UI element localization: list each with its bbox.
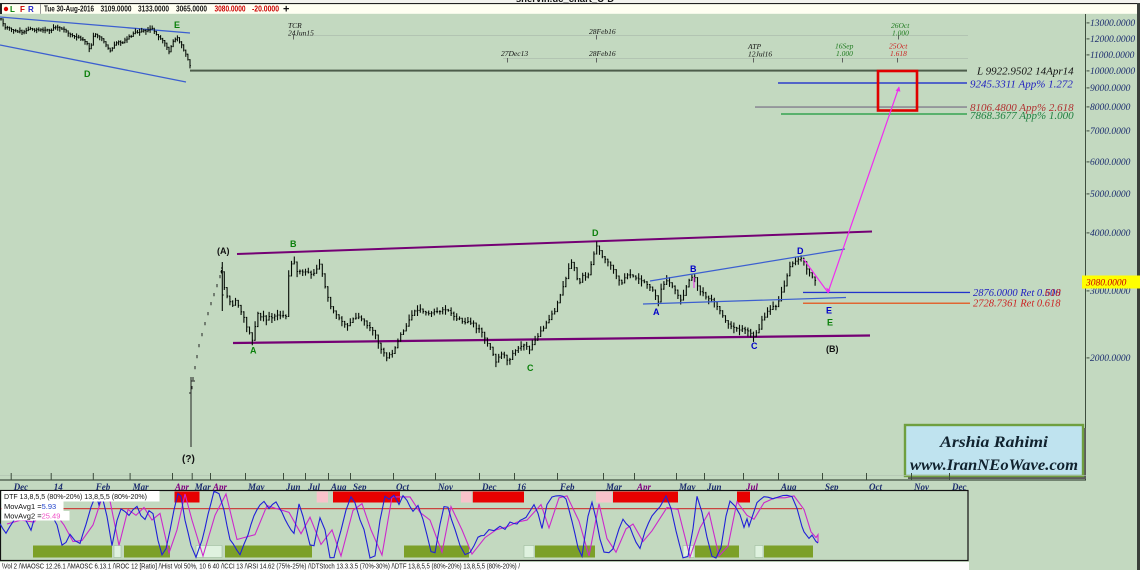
svg-text:25Oct: 25Oct	[889, 42, 908, 51]
svg-text:C: C	[751, 341, 758, 351]
svg-text:A: A	[250, 346, 257, 356]
svg-text:Mar: Mar	[605, 482, 623, 492]
svg-text:Dec: Dec	[13, 482, 29, 492]
svg-text:16: 16	[517, 482, 527, 492]
svg-text:Apr: Apr	[174, 482, 190, 492]
svg-text:3080.0000: 3080.0000	[1085, 279, 1127, 289]
svg-text:8000.0000: 8000.0000	[1090, 103, 1131, 113]
svg-text:TCR: TCR	[288, 21, 302, 30]
svg-text:Apr: Apr	[212, 482, 228, 492]
svg-text:Sep: Sep	[353, 482, 367, 492]
svg-text:L: L	[10, 5, 15, 14]
svg-text:Mar: Mar	[132, 482, 150, 492]
svg-text:13000.0000: 13000.0000	[1090, 19, 1135, 29]
svg-text:Mar: Mar	[194, 482, 212, 492]
svg-text:www.IranNEoWave.com: www.IranNEoWave.com	[910, 457, 1078, 474]
svg-text:27Dec13: 27Dec13	[501, 49, 528, 58]
svg-text:B: B	[690, 264, 697, 274]
svg-text:4000.0000: 4000.0000	[1090, 229, 1131, 239]
svg-text:shervin.uc_chart_U-D: shervin.uc_chart_U-D	[516, 0, 614, 5]
svg-text:Oct: Oct	[396, 482, 409, 492]
svg-text:MovAvg1 =5.93: MovAvg1 =5.93	[4, 502, 56, 511]
svg-text:May: May	[247, 482, 266, 492]
svg-text:F: F	[20, 5, 25, 14]
svg-text:B: B	[290, 239, 297, 249]
svg-text:Apr: Apr	[636, 482, 652, 492]
svg-text:ATP: ATP	[747, 42, 761, 51]
svg-text:-20.0000: -20.0000	[252, 5, 279, 14]
svg-text:Jun: Jun	[285, 482, 301, 492]
svg-text:Feb: Feb	[95, 482, 111, 492]
svg-text:\Vol 2 /\MAOSC 12.26.1 /\MAOSC: \Vol 2 /\MAOSC 12.26.1 /\MAOSC 6.13.1 /\…	[2, 563, 520, 570]
svg-text:L 9922.9502 14Apr14: L 9922.9502 14Apr14	[976, 66, 1074, 78]
svg-text:16Sep: 16Sep	[835, 42, 854, 51]
svg-text:9000.0000: 9000.0000	[1090, 84, 1131, 94]
svg-text:3133.0000: 3133.0000	[138, 5, 169, 14]
svg-text:Jun: Jun	[706, 482, 722, 492]
svg-text:E: E	[174, 20, 180, 30]
svg-text:5000.0000: 5000.0000	[1090, 190, 1131, 200]
svg-text:618: 618	[1045, 288, 1062, 299]
svg-text:C: C	[527, 363, 534, 373]
svg-text:Jul: Jul	[307, 482, 321, 492]
svg-text:(A): (A)	[217, 246, 230, 256]
svg-text:E: E	[827, 318, 833, 328]
svg-text:DTF 13,8,5,5 (80%-20%) 13,8,5,: DTF 13,8,5,5 (80%-20%) 13,8,5,5 (80%-20%…	[4, 492, 147, 501]
svg-text:3065.0000: 3065.0000	[176, 5, 207, 14]
svg-text:2876.0000 Ret 0.500: 2876.0000 Ret 0.500	[973, 288, 1061, 299]
svg-text:24Jun15: 24Jun15	[288, 29, 314, 38]
svg-text:Sep: Sep	[825, 482, 839, 492]
svg-text:Jul: Jul	[745, 482, 759, 492]
svg-text:12Jul16: 12Jul16	[748, 50, 772, 59]
svg-text:1.000: 1.000	[836, 49, 853, 58]
svg-text:3109.0000: 3109.0000	[101, 5, 132, 14]
svg-text:Tue 30-Aug-2016: Tue 30-Aug-2016	[44, 5, 94, 14]
svg-text:R: R	[28, 5, 34, 14]
svg-text:10000.0000: 10000.0000	[1090, 67, 1135, 77]
svg-text:+: +	[283, 4, 289, 16]
svg-text:Aug: Aug	[330, 482, 347, 492]
svg-text:D: D	[797, 246, 804, 256]
svg-text:14: 14	[54, 482, 64, 492]
svg-text:Nov: Nov	[913, 482, 930, 492]
svg-text:8106.4800 App% 2.618: 8106.4800 App% 2.618	[970, 102, 1074, 114]
svg-text:28Feb16: 28Feb16	[589, 49, 616, 58]
svg-text:11000.0000: 11000.0000	[1090, 51, 1135, 61]
svg-text:Aug: Aug	[780, 482, 797, 492]
svg-text:28Feb16: 28Feb16	[589, 27, 616, 36]
svg-text:1.618: 1.618	[890, 49, 907, 58]
svg-text:7868.3677 App% 1.000: 7868.3677 App% 1.000	[970, 110, 1074, 122]
svg-text:3080.0000: 3080.0000	[215, 5, 246, 14]
svg-text:Dec: Dec	[951, 482, 967, 492]
svg-text:Oct: Oct	[869, 482, 882, 492]
svg-text:Dec: Dec	[481, 482, 497, 492]
svg-text:9245.3311 App% 1.272: 9245.3311 App% 1.272	[970, 79, 1073, 91]
svg-text:3000.0000: 3000.0000	[1089, 287, 1131, 297]
svg-text:(?): (?)	[182, 454, 195, 465]
svg-text:D: D	[84, 69, 91, 79]
svg-text:2728.7361 Ret 0.618: 2728.7361 Ret 0.618	[973, 299, 1061, 310]
svg-text:E: E	[826, 306, 832, 316]
svg-text:May: May	[678, 482, 697, 492]
svg-text:Arshia Rahimi: Arshia Rahimi	[939, 434, 1049, 451]
svg-text:1.000: 1.000	[892, 29, 909, 38]
svg-text:Nov: Nov	[437, 482, 454, 492]
svg-text:A: A	[653, 307, 660, 317]
svg-text:D: D	[592, 228, 599, 238]
svg-text:26Oct: 26Oct	[891, 21, 910, 30]
svg-text:2000.0000: 2000.0000	[1090, 354, 1131, 364]
svg-text:6000.0000: 6000.0000	[1090, 158, 1131, 168]
svg-text:7000.0000: 7000.0000	[1090, 127, 1131, 137]
svg-text:12000.0000: 12000.0000	[1090, 35, 1135, 45]
svg-text:MovAvg2 =25.49: MovAvg2 =25.49	[4, 512, 60, 521]
svg-text:Feb: Feb	[559, 482, 575, 492]
svg-text:(B): (B)	[826, 344, 839, 354]
